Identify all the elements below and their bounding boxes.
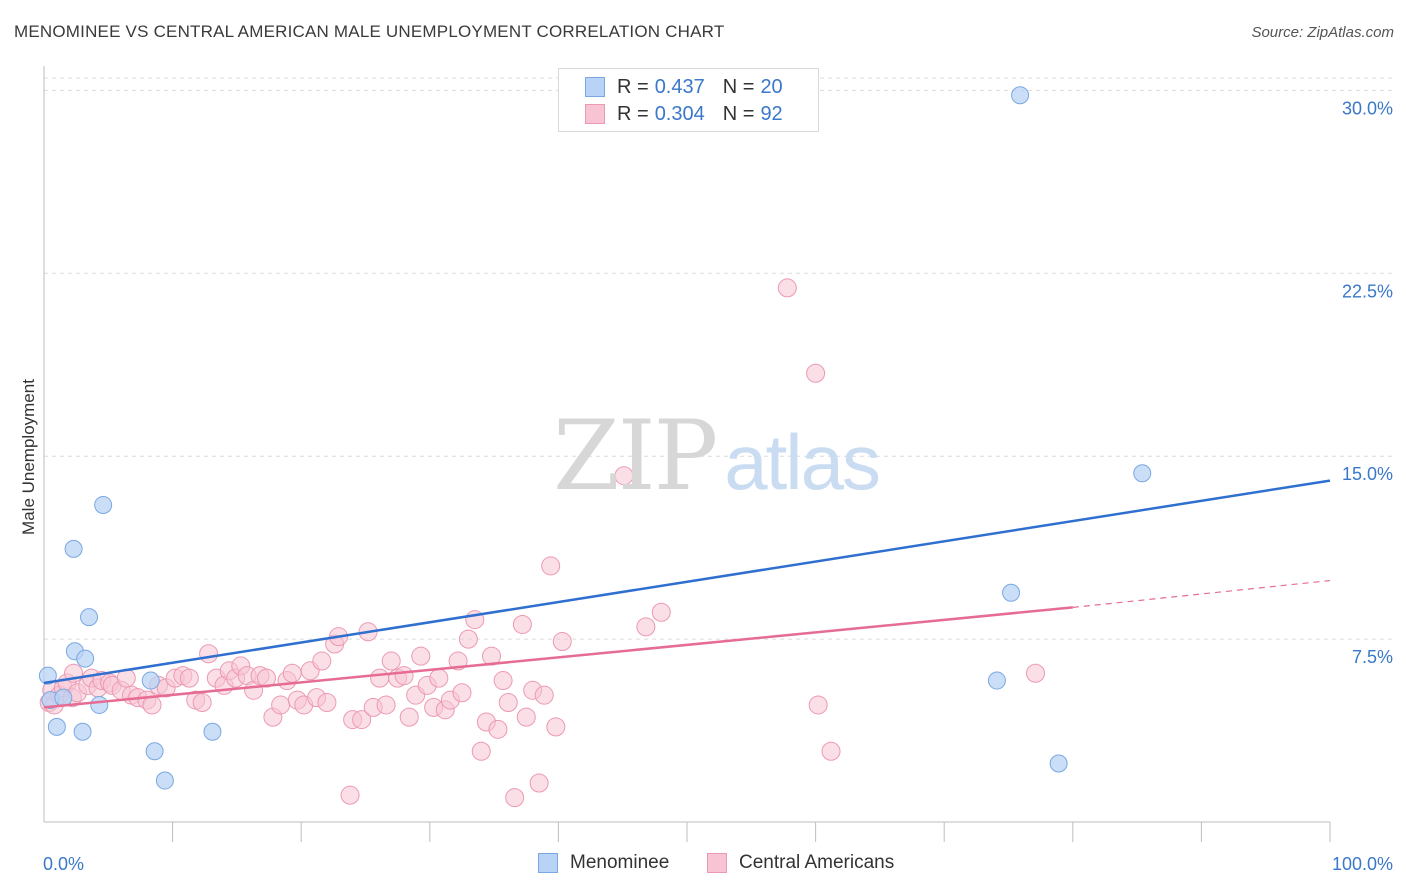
central-americans-points [39, 278, 1046, 808]
central-americans-point [429, 668, 449, 688]
chart-title: MENOMINEE VS CENTRAL AMERICAN MALE UNEMP… [14, 22, 725, 41]
central-americans-point [552, 632, 572, 652]
menominee-swatch [538, 853, 558, 873]
central-americans-point [808, 695, 828, 715]
menominee-point [64, 539, 83, 558]
stats-legend: R = 0.437 N = 20 R = 0.304 N = 92 [558, 68, 819, 132]
menominee-point [80, 608, 99, 627]
central-americans-point [340, 785, 360, 805]
central-americans-trendline [43, 606, 1073, 709]
central-americans-point [777, 278, 797, 298]
central-americans-point [498, 693, 518, 713]
y-tick-label: 15.0% [1342, 464, 1393, 484]
menominee-point [54, 688, 73, 707]
n-value: 20 [760, 75, 783, 98]
menominee-point [203, 722, 222, 741]
central-americans-point [256, 668, 276, 688]
central-americans-point [458, 629, 478, 649]
x-tick-label-min: 0.0% [43, 854, 84, 874]
x-axis-ticks [172, 822, 1331, 842]
central-americans-point [282, 663, 302, 683]
central-americans-point [394, 666, 414, 686]
legend-label-central-americans: Central Americans [739, 852, 895, 873]
r-value: 0.304 [654, 102, 705, 125]
central-americans-point [636, 617, 656, 637]
central-americans-point [651, 602, 671, 622]
y-tick-label: 30.0% [1342, 98, 1393, 118]
y-axis-title: Male Unemployment [19, 379, 38, 535]
r-label: R = [617, 75, 649, 98]
source-label: Source: ZipAtlas.com [1251, 24, 1394, 41]
y-tick-label: 7.5% [1352, 647, 1393, 667]
central-americans-point [271, 695, 291, 715]
central-americans-point [452, 683, 472, 703]
legend-item-menominee: Menominee [538, 852, 669, 874]
menominee-point [1002, 583, 1021, 602]
central-americans-point [471, 741, 491, 761]
central-americans-point [512, 614, 532, 634]
central-americans-point [381, 651, 401, 671]
legend-row-menominee: R = 0.437 N = 20 [585, 74, 801, 100]
central-americans-swatch [585, 104, 605, 124]
menominee-point [76, 649, 95, 668]
central-americans-point [1026, 663, 1046, 683]
axes [43, 66, 1330, 823]
menominee-point [141, 671, 160, 690]
central-americans-point [399, 707, 419, 727]
menominee-point [90, 695, 109, 714]
menominee-point [38, 666, 57, 685]
menominee-point [1133, 464, 1152, 483]
menominee-trendline [43, 479, 1331, 685]
legend-row-central-americans: R = 0.304 N = 92 [585, 101, 801, 127]
n-value: 92 [760, 102, 783, 125]
central-americans-point [806, 363, 826, 383]
central-americans-point [352, 710, 372, 730]
y-tick-labels: 7.5% 15.0% 22.5% 30.0% [1342, 98, 1393, 667]
central-americans-swatch [707, 853, 727, 873]
central-americans-point [516, 707, 536, 727]
central-americans-point [529, 773, 549, 793]
central-americans-point [546, 717, 566, 737]
n-label: N = [722, 102, 755, 125]
central-americans-point [370, 668, 390, 688]
menominee-swatch [585, 77, 605, 97]
central-americans-point [312, 651, 332, 671]
central-americans-point [199, 644, 219, 664]
legend-item-central-americans: Central Americans [707, 852, 894, 874]
n-label: N = [722, 75, 755, 98]
central-americans-point [317, 693, 337, 713]
menominee-point [73, 722, 92, 741]
r-value: 0.437 [654, 75, 705, 98]
central-americans-point [505, 788, 525, 808]
central-americans-point [541, 556, 561, 576]
central-americans-point [821, 741, 841, 761]
r-label: R = [617, 102, 649, 125]
menominee-point [145, 742, 164, 761]
central-americans-point [614, 466, 634, 486]
menominee-point [94, 495, 113, 514]
central-americans-point [493, 671, 513, 691]
legend-label-menominee: Menominee [570, 852, 670, 873]
menominee-point [1049, 754, 1068, 773]
trendlines [43, 479, 1331, 709]
menominee-point [155, 771, 174, 790]
x-tick-label-max: 100.0% [1332, 854, 1393, 874]
central-americans-point [411, 646, 431, 666]
central-americans-trendline-extension [1072, 579, 1331, 608]
central-americans-point [192, 693, 212, 713]
menominee-point [987, 671, 1006, 690]
central-americans-point [488, 719, 508, 739]
gridlines [44, 77, 1393, 640]
menominee-point [1011, 86, 1030, 105]
central-americans-point [482, 646, 502, 666]
central-americans-point [534, 685, 554, 705]
menominee-point [47, 717, 66, 736]
y-tick-label: 22.5% [1342, 281, 1393, 301]
central-americans-point [179, 668, 199, 688]
central-americans-point [376, 695, 396, 715]
menominee-points [38, 86, 1152, 790]
